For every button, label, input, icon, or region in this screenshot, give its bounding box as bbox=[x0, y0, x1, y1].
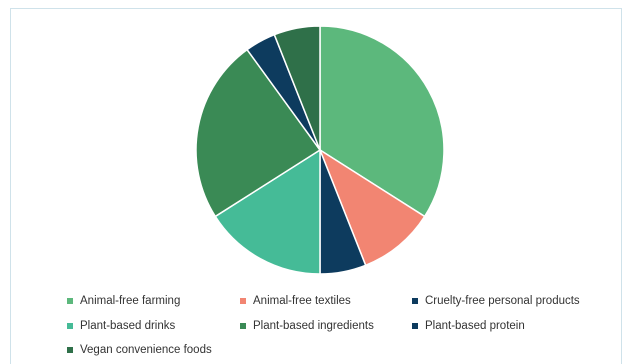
pie-slice-plant-based-ingredients bbox=[195, 48, 322, 218]
pie-slice-vegan-convenience-foods bbox=[273, 25, 321, 151]
pie-slice-plant-based-drinks bbox=[214, 148, 321, 275]
pie-slice-animal-free-textiles bbox=[318, 148, 426, 267]
